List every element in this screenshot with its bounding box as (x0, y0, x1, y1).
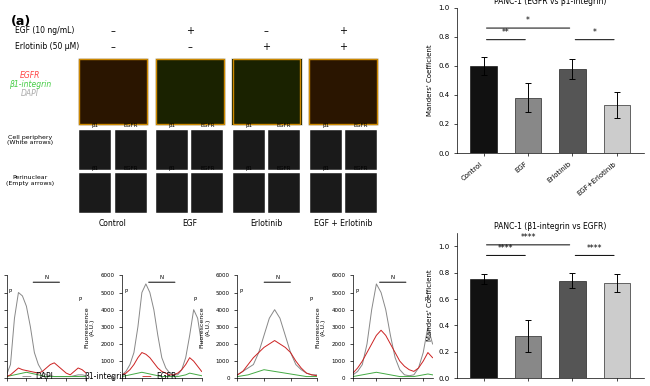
Text: P: P (9, 288, 12, 293)
Bar (559, 281, 586, 378)
Text: P: P (124, 288, 127, 293)
FancyBboxPatch shape (191, 173, 223, 213)
Text: EGF + Erlotinib: EGF + Erlotinib (314, 220, 372, 229)
Text: +: + (339, 26, 347, 36)
Bar (604, 105, 630, 153)
Text: —: — (21, 371, 31, 381)
Bar (471, 66, 497, 153)
Title: PANC-1 (EGFR vs β1-integrin): PANC-1 (EGFR vs β1-integrin) (494, 0, 606, 5)
FancyBboxPatch shape (156, 130, 188, 169)
Text: β1: β1 (322, 123, 329, 128)
Text: β1: β1 (322, 166, 329, 171)
Text: Erlotinib (50 μM): Erlotinib (50 μM) (15, 42, 79, 51)
Text: EGFR: EGFR (277, 123, 291, 128)
Y-axis label: Manders' Coefficient: Manders' Coefficient (426, 44, 433, 116)
Text: EGF (10 ng/mL): EGF (10 ng/mL) (15, 26, 74, 35)
Text: P: P (424, 297, 428, 302)
Text: –: – (187, 42, 192, 52)
Text: (a): (a) (11, 15, 31, 27)
FancyBboxPatch shape (79, 173, 111, 213)
FancyBboxPatch shape (114, 130, 147, 169)
Text: N: N (275, 276, 280, 281)
FancyBboxPatch shape (309, 130, 341, 169)
Text: Erlotinib: Erlotinib (250, 220, 283, 229)
Y-axis label: Fluorescence
(A.U.): Fluorescence (A.U.) (200, 306, 210, 348)
Text: *: * (593, 28, 597, 37)
FancyBboxPatch shape (155, 58, 225, 125)
Bar (559, 69, 586, 153)
Text: N: N (160, 276, 164, 281)
Title: PANC-1 (β1-integrin vs EGFR): PANC-1 (β1-integrin vs EGFR) (494, 222, 606, 231)
Text: β1-integrin: β1-integrin (9, 80, 51, 89)
FancyBboxPatch shape (233, 173, 265, 213)
Text: *: * (526, 16, 530, 25)
FancyBboxPatch shape (268, 173, 300, 213)
Text: EGFR: EGFR (124, 123, 138, 128)
Text: EGF: EGF (182, 220, 197, 229)
Text: **: ** (502, 28, 510, 37)
FancyBboxPatch shape (78, 58, 148, 125)
Text: –: – (111, 26, 116, 36)
Text: EGFR: EGFR (200, 123, 214, 128)
Text: β1: β1 (92, 123, 99, 128)
Text: +: + (186, 26, 194, 36)
Text: EGFR: EGFR (156, 372, 176, 381)
Text: –: – (264, 26, 269, 36)
Text: P: P (194, 297, 197, 302)
FancyBboxPatch shape (79, 130, 111, 169)
Text: β1: β1 (245, 123, 252, 128)
Text: ****: **** (587, 244, 603, 252)
Text: Perinuclear
(Empty arrows): Perinuclear (Empty arrows) (6, 175, 54, 186)
FancyBboxPatch shape (268, 130, 300, 169)
Text: EGFR: EGFR (277, 166, 291, 171)
Text: +: + (263, 42, 270, 52)
Text: EGFR: EGFR (200, 166, 214, 171)
Bar (471, 279, 497, 378)
Y-axis label: Manders' Coefficient: Manders' Coefficient (426, 270, 433, 342)
Text: P: P (356, 288, 359, 293)
Text: (c): (c) (461, 15, 480, 28)
Bar (515, 98, 541, 153)
Text: P: P (309, 297, 313, 302)
Text: P: P (78, 297, 81, 302)
Y-axis label: Fluorescence
(A.U.): Fluorescence (A.U.) (84, 306, 95, 348)
Text: ****: **** (498, 244, 514, 252)
Text: β1: β1 (168, 166, 176, 171)
Text: DAPI: DAPI (21, 89, 39, 98)
Text: β1: β1 (168, 123, 176, 128)
Text: EGFR: EGFR (124, 166, 138, 171)
Bar (515, 336, 541, 378)
Text: β1-integrin: β1-integrin (84, 372, 127, 381)
Text: P: P (240, 288, 243, 293)
Text: —: — (142, 371, 151, 381)
FancyBboxPatch shape (114, 173, 147, 213)
Text: +: + (339, 42, 347, 52)
Text: N: N (391, 276, 395, 281)
FancyBboxPatch shape (233, 130, 265, 169)
Text: N: N (44, 276, 48, 281)
FancyBboxPatch shape (156, 173, 188, 213)
Text: β1: β1 (92, 166, 99, 171)
Text: ****: **** (521, 233, 536, 242)
Bar (604, 283, 630, 378)
Text: Control: Control (99, 220, 127, 229)
Text: EGFR: EGFR (20, 71, 40, 80)
Text: DAPI: DAPI (36, 372, 53, 381)
Text: –: – (111, 42, 116, 52)
Text: EGFR: EGFR (354, 123, 368, 128)
FancyBboxPatch shape (309, 173, 341, 213)
Y-axis label: Fluorescence
(A.U.): Fluorescence (A.U.) (315, 306, 326, 348)
FancyBboxPatch shape (344, 130, 376, 169)
Text: —: — (70, 371, 79, 381)
FancyBboxPatch shape (231, 58, 302, 125)
FancyBboxPatch shape (308, 58, 378, 125)
Text: Cell periphery
(White arrows): Cell periphery (White arrows) (7, 135, 53, 146)
FancyBboxPatch shape (344, 173, 376, 213)
Text: β1: β1 (245, 166, 252, 171)
FancyBboxPatch shape (191, 130, 223, 169)
Text: EGFR: EGFR (354, 166, 368, 171)
